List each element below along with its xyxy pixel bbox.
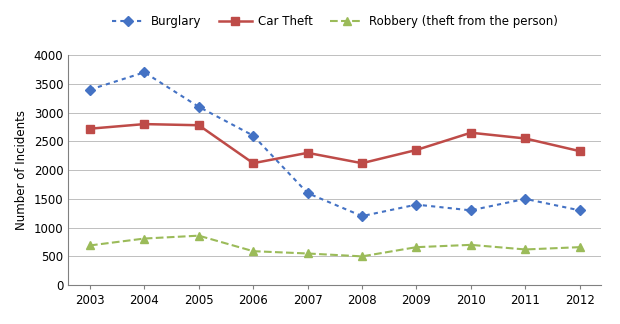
Robbery (theft from the person) <box>304 251 311 255</box>
Robbery (theft from the person) <box>195 234 203 237</box>
Robbery (theft from the person) <box>413 245 420 249</box>
Car Theft <box>576 149 583 153</box>
Car Theft <box>358 161 366 165</box>
Burglary <box>413 203 420 207</box>
Robbery (theft from the person) <box>521 248 529 251</box>
Burglary <box>141 70 148 74</box>
Car Theft <box>467 131 474 135</box>
Burglary <box>195 105 203 109</box>
Line: Burglary: Burglary <box>87 69 583 220</box>
Robbery (theft from the person) <box>249 249 257 253</box>
Line: Robbery (theft from the person): Robbery (theft from the person) <box>86 232 583 260</box>
Robbery (theft from the person) <box>467 243 474 247</box>
Robbery (theft from the person) <box>86 244 94 248</box>
Burglary <box>249 134 257 138</box>
Robbery (theft from the person) <box>141 237 148 240</box>
Car Theft <box>86 127 94 131</box>
Car Theft <box>249 161 257 165</box>
Burglary <box>576 208 583 212</box>
Burglary <box>86 88 94 92</box>
Car Theft <box>413 148 420 152</box>
Burglary <box>304 191 311 195</box>
Car Theft <box>141 122 148 126</box>
Burglary <box>521 197 529 201</box>
Burglary <box>467 208 474 212</box>
Car Theft <box>521 136 529 140</box>
Burglary <box>358 214 366 218</box>
Car Theft <box>195 123 203 127</box>
Y-axis label: Number of Incidents: Number of Incidents <box>15 110 28 230</box>
Robbery (theft from the person) <box>358 254 366 258</box>
Robbery (theft from the person) <box>576 245 583 249</box>
Line: Car Theft: Car Theft <box>86 120 583 167</box>
Car Theft <box>304 151 311 155</box>
Legend: Burglary, Car Theft, Robbery (theft from the person): Burglary, Car Theft, Robbery (theft from… <box>107 10 563 33</box>
